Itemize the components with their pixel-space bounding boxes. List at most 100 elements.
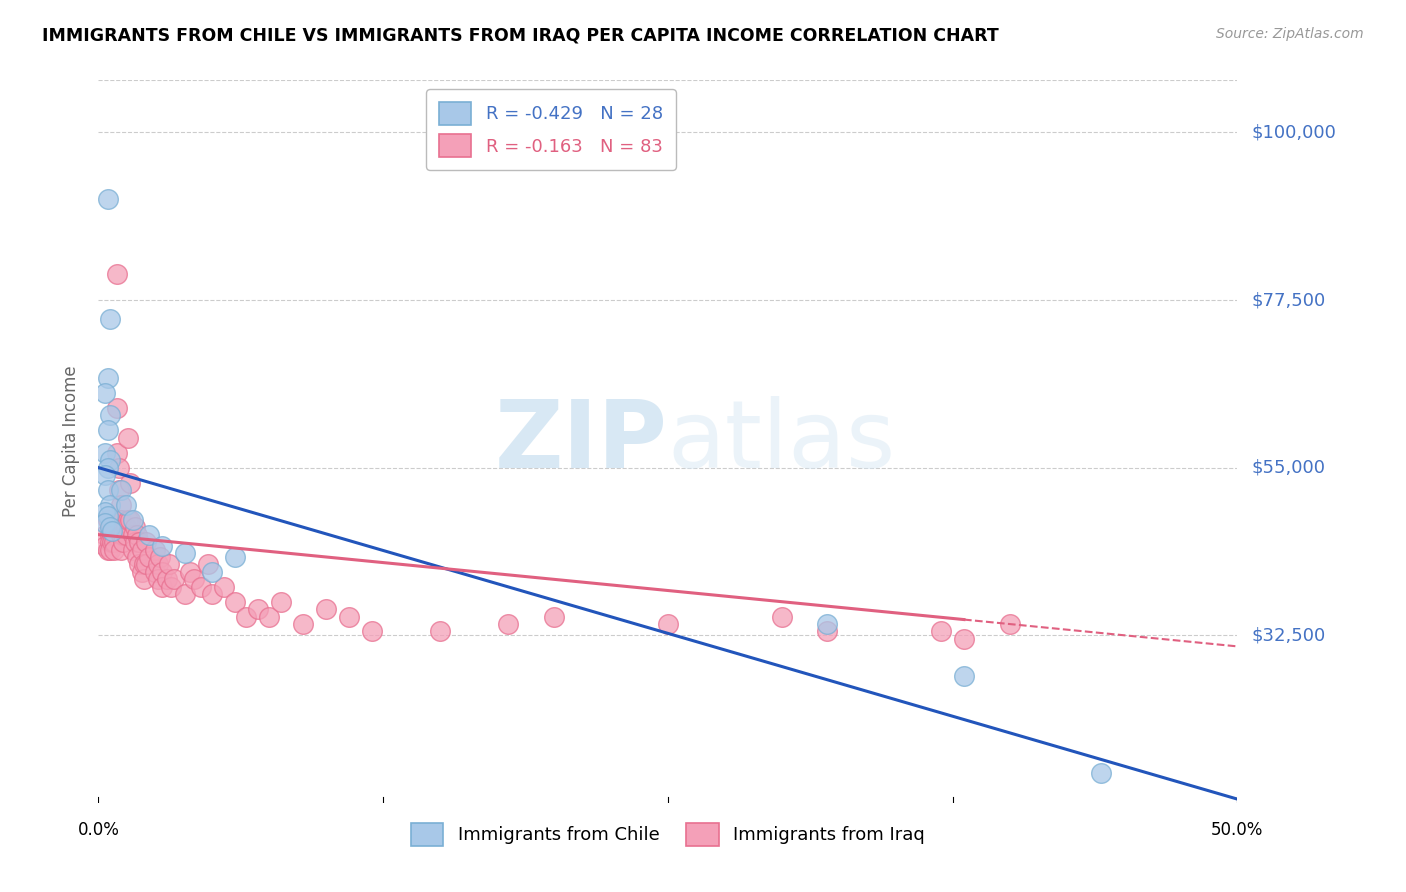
- Point: [929, 624, 952, 639]
- Point: [190, 580, 212, 594]
- Point: [315, 602, 337, 616]
- Point: [138, 549, 160, 564]
- Point: [201, 587, 224, 601]
- Point: [114, 520, 136, 534]
- Point: [98, 542, 121, 557]
- Point: [150, 539, 173, 553]
- Text: 0.0%: 0.0%: [77, 822, 120, 839]
- Point: [94, 386, 117, 401]
- Point: [498, 617, 520, 632]
- Point: [127, 527, 149, 541]
- Point: [150, 580, 173, 594]
- Text: 50.0%: 50.0%: [1211, 822, 1264, 839]
- Point: [110, 513, 132, 527]
- Text: atlas: atlas: [668, 395, 896, 488]
- Point: [108, 483, 131, 497]
- Point: [124, 535, 146, 549]
- Point: [157, 558, 180, 572]
- Point: [201, 565, 224, 579]
- Point: [98, 453, 121, 467]
- Point: [132, 572, 155, 586]
- Point: [224, 549, 246, 564]
- Legend: Immigrants from Chile, Immigrants from Iraq: Immigrants from Chile, Immigrants from I…: [398, 810, 938, 859]
- Point: [292, 617, 315, 632]
- Point: [110, 527, 132, 541]
- Y-axis label: Per Capita Income: Per Capita Income: [62, 366, 80, 517]
- Point: [117, 431, 139, 445]
- Text: $55,000: $55,000: [1251, 458, 1326, 476]
- Text: Source: ZipAtlas.com: Source: ZipAtlas.com: [1216, 27, 1364, 41]
- Point: [145, 542, 167, 557]
- Point: [96, 509, 118, 524]
- Point: [105, 267, 128, 281]
- Point: [183, 572, 205, 586]
- Text: $100,000: $100,000: [1251, 123, 1336, 142]
- Point: [114, 498, 136, 512]
- Point: [953, 632, 976, 646]
- Point: [124, 520, 146, 534]
- Point: [1090, 766, 1112, 780]
- Point: [127, 549, 149, 564]
- Point: [174, 546, 197, 560]
- Point: [98, 527, 121, 541]
- Point: [156, 572, 179, 586]
- Point: [112, 535, 135, 549]
- Point: [429, 624, 451, 639]
- Point: [146, 558, 169, 572]
- Point: [94, 505, 117, 519]
- Point: [770, 609, 793, 624]
- Point: [98, 311, 121, 326]
- Point: [815, 624, 838, 639]
- Point: [138, 527, 160, 541]
- Point: [121, 513, 143, 527]
- Point: [160, 580, 183, 594]
- Point: [174, 587, 197, 601]
- Point: [96, 460, 118, 475]
- Point: [94, 468, 117, 483]
- Point: [235, 609, 257, 624]
- Point: [337, 609, 360, 624]
- Point: [94, 539, 117, 553]
- Point: [108, 513, 131, 527]
- Point: [197, 558, 219, 572]
- Point: [98, 498, 121, 512]
- Point: [131, 542, 153, 557]
- Point: [246, 602, 269, 616]
- Point: [96, 423, 118, 437]
- Point: [96, 193, 118, 207]
- Point: [103, 520, 125, 534]
- Point: [101, 524, 124, 538]
- Point: [128, 558, 150, 572]
- Point: [360, 624, 382, 639]
- Point: [101, 520, 124, 534]
- Point: [212, 580, 235, 594]
- Point: [103, 527, 125, 541]
- Point: [112, 527, 135, 541]
- Point: [96, 513, 118, 527]
- Point: [108, 460, 131, 475]
- Point: [121, 527, 143, 541]
- Point: [131, 565, 153, 579]
- Point: [120, 475, 142, 490]
- Point: [179, 565, 201, 579]
- Point: [543, 609, 565, 624]
- Point: [98, 409, 121, 423]
- Text: $32,500: $32,500: [1251, 626, 1326, 644]
- Point: [120, 513, 142, 527]
- Point: [114, 527, 136, 541]
- Point: [98, 535, 121, 549]
- Point: [96, 542, 118, 557]
- Point: [96, 371, 118, 385]
- Point: [149, 549, 172, 564]
- Point: [117, 513, 139, 527]
- Point: [110, 542, 132, 557]
- Point: [94, 446, 117, 460]
- Point: [103, 542, 125, 557]
- Point: [96, 483, 118, 497]
- Point: [105, 401, 128, 415]
- Point: [259, 609, 281, 624]
- Point: [270, 595, 292, 609]
- Point: [103, 535, 125, 549]
- Point: [224, 595, 246, 609]
- Point: [998, 617, 1021, 632]
